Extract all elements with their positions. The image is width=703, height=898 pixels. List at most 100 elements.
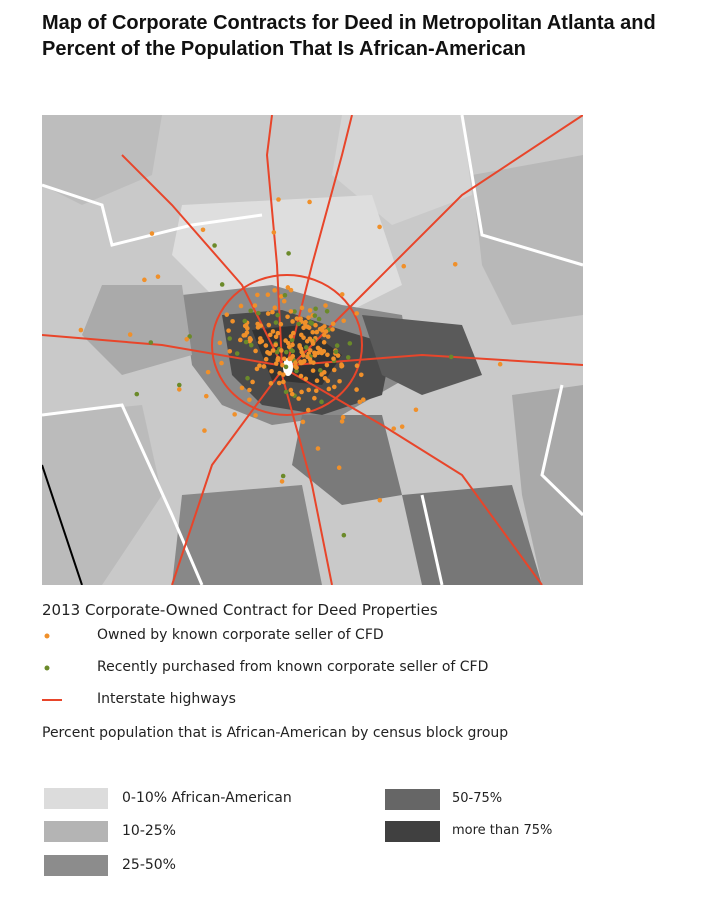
property-dot	[275, 330, 281, 336]
legend-item: Recently purchased from known corporate …	[97, 659, 489, 675]
property-dot	[237, 337, 243, 343]
property-dot	[316, 316, 322, 322]
property-dot	[278, 321, 284, 327]
property-dot	[312, 395, 317, 401]
property-dot	[247, 397, 252, 403]
property-dot	[321, 340, 327, 345]
property-dot	[296, 321, 302, 327]
property-dot	[354, 363, 360, 369]
property-dot	[288, 287, 294, 293]
property-dot	[232, 412, 237, 417]
property-dot	[339, 362, 344, 367]
block	[42, 405, 162, 585]
property-dot	[200, 227, 206, 233]
property-dot	[142, 277, 147, 283]
property-dot	[244, 330, 250, 335]
property-dot	[298, 360, 304, 366]
property-dot	[334, 343, 340, 348]
perimeter	[211, 274, 363, 416]
property-dot	[312, 353, 318, 358]
property-dot	[315, 345, 321, 351]
property-dot	[247, 387, 252, 393]
property-dot	[325, 334, 331, 339]
property-dot	[315, 446, 321, 451]
property-dot	[78, 327, 84, 333]
shading-label: 50-75%	[452, 791, 503, 806]
property-dot	[149, 231, 155, 236]
property-dot	[336, 465, 342, 470]
property-dot	[305, 407, 311, 413]
property-dot	[290, 330, 296, 336]
boundary	[420, 494, 444, 585]
property-dot	[187, 334, 192, 339]
county-boundaries	[42, 115, 583, 585]
property-dot	[401, 263, 407, 269]
property-dot	[323, 303, 328, 308]
property-dot	[313, 306, 318, 312]
property-dot	[300, 419, 306, 425]
property-dot	[263, 356, 269, 362]
property-dot	[307, 336, 313, 342]
property-dot	[331, 356, 336, 361]
property-dot	[219, 360, 224, 366]
property-dot	[335, 353, 341, 358]
interstate-highways	[42, 115, 583, 585]
block	[292, 415, 402, 505]
property-dot	[294, 316, 300, 321]
block	[82, 285, 192, 375]
property-dot	[341, 532, 347, 538]
property-dot	[272, 305, 278, 310]
property-dot	[354, 311, 360, 316]
property-dot	[230, 318, 235, 324]
property-dot	[285, 285, 291, 290]
property-dot	[324, 308, 330, 314]
property-dot	[323, 329, 329, 334]
property-dot	[176, 387, 182, 392]
property-dot	[281, 379, 286, 385]
property-dot	[203, 393, 209, 399]
property-dot	[279, 348, 284, 353]
property-dot	[292, 364, 298, 369]
highway	[281, 374, 333, 585]
property-dot	[286, 344, 292, 350]
swatch	[385, 821, 440, 842]
property-dot	[245, 375, 250, 381]
property-dot	[310, 329, 316, 335]
property-dot	[258, 336, 263, 341]
property-dot	[324, 362, 330, 368]
property-dot	[227, 348, 233, 354]
property-dot	[148, 340, 154, 345]
property-dot	[272, 288, 277, 293]
property-dot	[314, 329, 320, 335]
legend-item: Owned by known corporate seller of CFD	[97, 627, 384, 643]
property-dot	[337, 378, 342, 384]
property-dot	[332, 384, 337, 390]
property-dot	[289, 391, 295, 397]
property-dot	[202, 428, 207, 433]
property-dot	[306, 387, 311, 393]
property-dot	[339, 292, 345, 297]
block	[512, 385, 583, 585]
shading-label: 10-25%	[122, 823, 176, 839]
property-dot	[155, 274, 161, 279]
property-dot	[307, 199, 312, 205]
property-dot	[303, 345, 309, 350]
block	[172, 485, 322, 585]
property-dot	[299, 305, 305, 311]
property-dot	[296, 396, 301, 401]
property-dot	[307, 308, 313, 313]
property-dot	[276, 380, 282, 386]
property-dot	[298, 346, 304, 352]
property-dot	[294, 368, 299, 374]
highway	[286, 115, 353, 366]
property-dot	[270, 329, 276, 334]
property-dot	[255, 321, 260, 327]
property-dot	[253, 413, 258, 418]
property-dot	[325, 378, 331, 384]
property-dot	[252, 303, 258, 308]
property-dot	[267, 332, 273, 338]
highway	[42, 334, 279, 366]
property-dot	[330, 327, 335, 332]
property-dot	[265, 311, 271, 316]
